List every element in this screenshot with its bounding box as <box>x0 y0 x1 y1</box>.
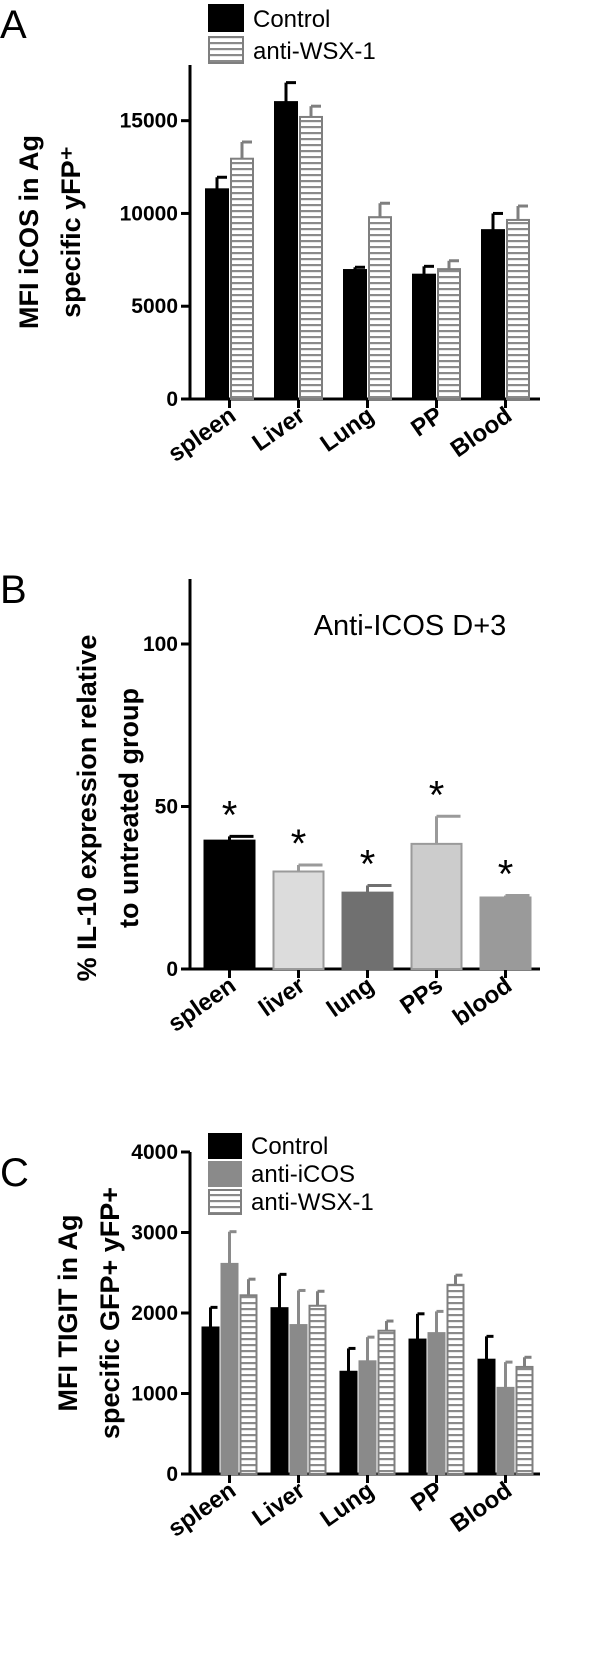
panel-a-legend-label-anti-wsx-1: anti-WSX-1 <box>253 38 376 65</box>
panel-a-chart: 0 5000 10000 15000 MFI iCOS in Ag specific yF… <box>14 4 540 468</box>
panel-a-y-tick-label: 5000 <box>131 295 178 318</box>
panel-b-chart: 0 50 100 % IL-10 expression relative to untr… <box>72 579 540 1038</box>
panel-c-chart: 0 1000 2000 3000 4000 MFI TIGIT in Ag specific… <box>53 1133 540 1543</box>
panel-b-y-axis-label-line: to untreated group <box>114 688 144 928</box>
panel-a-legend-swatch-control <box>208 4 244 32</box>
panel-b-significance-liver: * <box>291 822 307 866</box>
panel-c-bar-anti-wsx-1-spleen <box>239 1294 258 1476</box>
panel-b-bar-blood <box>479 896 532 970</box>
panel-a-x-tick-label-spleen: spleen <box>163 402 241 468</box>
panel-c-legend-swatch-control <box>208 1133 242 1159</box>
panel-c-x-tick-label-blood: Blood <box>446 1477 517 1538</box>
panel-c-bar-anti-icos-liver <box>289 1324 308 1475</box>
panel-c-y-tick-label: 1000 <box>131 1383 178 1406</box>
panel-a-bar-anti-wsx-1-blood <box>506 218 530 400</box>
panel-a-x-tick-label-blood: Blood <box>446 402 517 463</box>
panel-b-bar-lung <box>341 891 394 970</box>
panel-a-bar-control-liver <box>274 101 298 400</box>
panel-letter-c: C <box>0 1151 29 1195</box>
panel-b-y-tick-label: 0 <box>166 958 178 981</box>
panel-c-y-tick-label: 2000 <box>131 1302 178 1325</box>
panel-c-legend-label-anti-wsx-1: anti-WSX-1 <box>251 1189 374 1216</box>
panel-c-bar-anti-icos-lung <box>358 1360 377 1476</box>
panel-c-legend-swatch-anti-wsx-1 <box>208 1189 242 1215</box>
panel-c-x-tick-label-spleen: spleen <box>163 1477 241 1543</box>
panel-c-bar-anti-icos-blood <box>496 1386 515 1475</box>
panel-c-x-tick-label-pp: PP <box>406 1477 448 1517</box>
panel-a-legend-swatch-anti-wsx-1 <box>208 36 244 64</box>
panel-a-bar-anti-wsx-1-pp <box>437 268 461 400</box>
panel-c-bar-control-blood <box>477 1358 496 1475</box>
panel-c-bar-anti-wsx-1-blood <box>515 1365 534 1476</box>
panel-c-bar-control-pp <box>408 1338 427 1475</box>
panel-c-bar-anti-icos-pp <box>427 1332 446 1475</box>
panel-a-bar-control-blood <box>481 229 505 400</box>
panel-c-bar-control-lung <box>339 1370 358 1476</box>
panel-b-y-axis-label-line: % IL-10 expression relative <box>72 635 102 982</box>
panel-a-bar-control-spleen <box>205 188 229 400</box>
panel-a-y-tick-label: 0 <box>166 388 178 411</box>
panel-b-x-tick-label-spleen: spleen <box>163 972 241 1038</box>
panel-c-y-tick-label: 0 <box>166 1463 178 1486</box>
panel-b-bar-pps <box>410 842 463 970</box>
panel-c-bar-anti-wsx-1-lung <box>377 1329 396 1475</box>
panel-c-y-axis-label-line: MFI TIGIT in Ag <box>53 1215 83 1412</box>
panel-b-significance-spleen: * <box>222 793 238 837</box>
panel-c-bar-anti-icos-spleen <box>220 1262 239 1476</box>
panel-a-y-tick-label: 10000 <box>120 202 178 225</box>
panel-c-y-tick-label: 4000 <box>131 1141 178 1164</box>
panel-c-bar-anti-wsx-1-liver <box>308 1304 327 1475</box>
panel-a-y-axis-label-line: specific yFP⁺ <box>56 146 86 318</box>
panel-b-significance-pps: * <box>429 773 445 817</box>
panel-letter-b: B <box>0 568 27 612</box>
panel-b-y-tick-label: 50 <box>155 796 178 819</box>
panel-c-bar-control-spleen <box>201 1326 220 1475</box>
panel-a-bar-anti-wsx-1-spleen <box>230 157 254 400</box>
panel-b-x-tick-label-pps: PPs <box>395 972 448 1020</box>
panel-c-x-tick-label-liver: Liver <box>247 1477 309 1532</box>
panel-b-bar-spleen <box>203 839 256 970</box>
panel-a-bar-anti-wsx-1-liver <box>299 115 323 400</box>
panel-a-y-axis-label-line: MFI iCOS in Ag <box>14 135 44 329</box>
panel-b-y-tick-label: 100 <box>143 633 178 656</box>
panel-letter-a: A <box>0 3 27 47</box>
panel-c-x-tick-label-lung: Lung <box>315 1477 379 1533</box>
panel-c-legend-label-control: Control <box>251 1133 328 1160</box>
panel-a-legend-label-control: Control <box>253 6 330 33</box>
panel-c-bar-control-liver <box>270 1307 289 1476</box>
panel-c-legend-label-anti-icos: anti-iCOS <box>251 1161 355 1188</box>
panel-c-bar-anti-wsx-1-pp <box>446 1283 465 1475</box>
panel-c-y-axis-label-line: specific GFP+ yFP+ <box>95 1187 125 1439</box>
panel-a-y-tick-label: 15000 <box>120 110 178 133</box>
panel-b-x-tick-label-liver: liver <box>254 972 310 1022</box>
panel-b-significance-blood: * <box>498 853 514 897</box>
panel-b-y-axis-label: % IL-10 expression relative to untreated … <box>72 635 144 982</box>
panel-b-x-tick-label-lung: lung <box>322 972 379 1023</box>
panel-a-bar-anti-wsx-1-lung <box>368 216 392 400</box>
panel-c-y-tick-label: 3000 <box>131 1222 178 1245</box>
panel-a-bar-control-pp <box>412 273 436 400</box>
panel-b-significance-lung: * <box>360 842 376 886</box>
panel-b-bar-liver <box>272 870 325 970</box>
panel-b-title: Anti-ICOS D+3 <box>314 610 507 642</box>
panel-b-x-tick-label-blood: blood <box>448 972 517 1032</box>
panel-a-x-tick-label-lung: Lung <box>315 402 379 458</box>
panel-a-y-axis-label: MFI iCOS in Ag specific yFP⁺ <box>14 135 86 329</box>
panel-a-bar-control-lung <box>343 269 367 400</box>
panel-a-x-tick-label-pp: PP <box>406 402 448 442</box>
panel-a-x-tick-label-liver: Liver <box>247 402 309 457</box>
panel-c-legend-swatch-anti-icos <box>208 1161 242 1187</box>
panel-c-y-axis-label: MFI TIGIT in Ag specific GFP+ yFP+ <box>53 1187 125 1439</box>
